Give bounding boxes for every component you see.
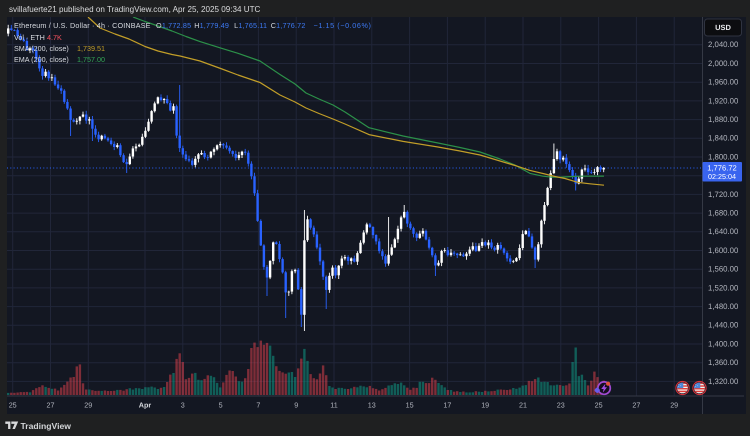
svg-text:1,320.00: 1,320.00 bbox=[708, 377, 739, 386]
svg-text:23: 23 bbox=[557, 401, 565, 410]
svg-text:15: 15 bbox=[406, 401, 414, 410]
svg-text:17: 17 bbox=[443, 401, 451, 410]
svg-text:19: 19 bbox=[481, 401, 489, 410]
svg-text:27: 27 bbox=[632, 401, 640, 410]
svg-text:1,840.00: 1,840.00 bbox=[708, 134, 739, 143]
svg-text:1,600.00: 1,600.00 bbox=[708, 246, 739, 255]
svg-text:02:25:04: 02:25:04 bbox=[708, 172, 736, 181]
svg-text:1,880.00: 1,880.00 bbox=[708, 115, 739, 124]
svg-text:25: 25 bbox=[595, 401, 603, 410]
svg-text:1,480.00: 1,480.00 bbox=[708, 302, 739, 311]
svg-text:1,640.00: 1,640.00 bbox=[708, 227, 739, 236]
svg-text:1,560.00: 1,560.00 bbox=[708, 265, 739, 274]
svg-text:2,000.00: 2,000.00 bbox=[708, 59, 739, 68]
svg-text:3: 3 bbox=[181, 401, 185, 410]
svg-text:1,960.00: 1,960.00 bbox=[708, 78, 739, 87]
svg-text:2,040.00: 2,040.00 bbox=[708, 40, 739, 49]
svg-text:5: 5 bbox=[219, 401, 223, 410]
svg-text:21: 21 bbox=[519, 401, 527, 410]
svg-text:1,520.00: 1,520.00 bbox=[708, 283, 739, 292]
svg-text:1,776.72: 1,776.72 bbox=[707, 163, 737, 172]
svg-text:25: 25 bbox=[9, 401, 17, 410]
svg-text:1,800.00: 1,800.00 bbox=[708, 152, 739, 161]
svg-text:1,360.00: 1,360.00 bbox=[708, 358, 739, 367]
svg-text:13: 13 bbox=[368, 401, 376, 410]
svg-text:Apr: Apr bbox=[139, 401, 152, 410]
svg-text:1,680.00: 1,680.00 bbox=[708, 209, 739, 218]
svg-text:27: 27 bbox=[47, 401, 55, 410]
svg-text:1,400.00: 1,400.00 bbox=[708, 339, 739, 348]
svg-text:29: 29 bbox=[84, 401, 92, 410]
svg-text:1,440.00: 1,440.00 bbox=[708, 321, 739, 330]
svg-text:29: 29 bbox=[670, 401, 678, 410]
svg-text:7: 7 bbox=[256, 401, 260, 410]
svg-text:11: 11 bbox=[330, 401, 337, 410]
svg-text:1,920.00: 1,920.00 bbox=[708, 96, 739, 105]
svg-text:1,720.00: 1,720.00 bbox=[708, 190, 739, 199]
svg-text:9: 9 bbox=[294, 401, 298, 410]
svg-text:USD: USD bbox=[715, 23, 731, 32]
